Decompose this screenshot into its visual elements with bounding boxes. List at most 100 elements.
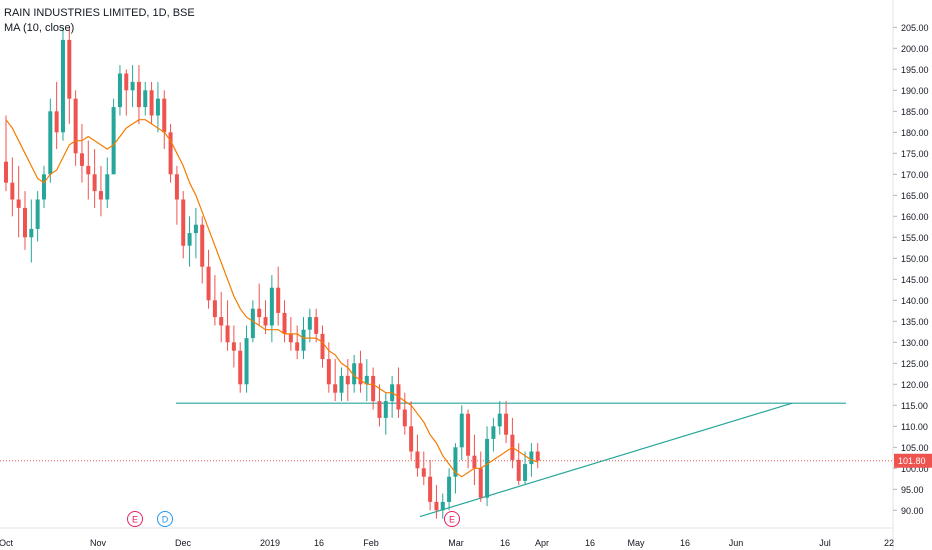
price-tick-label: 195.00 bbox=[901, 65, 929, 75]
time-tick-label: Dec bbox=[175, 538, 192, 548]
earnings-event-marker[interactable] bbox=[444, 511, 460, 527]
candle-up bbox=[529, 451, 534, 465]
time-tick-label: Oct bbox=[0, 538, 13, 548]
price-tick-label: 205.00 bbox=[901, 23, 929, 33]
candle-up bbox=[453, 447, 458, 477]
candle-down bbox=[421, 468, 426, 477]
candle-down bbox=[415, 451, 420, 469]
candle-up bbox=[244, 338, 249, 385]
price-tick-label: 180.00 bbox=[901, 128, 929, 138]
candle-up bbox=[250, 308, 255, 339]
candle-up bbox=[41, 174, 46, 200]
candle-up bbox=[485, 438, 490, 498]
time-tick-label: 2019 bbox=[260, 538, 280, 548]
price-tick-label: 95.00 bbox=[901, 485, 924, 495]
candle-down bbox=[149, 90, 154, 116]
candle-down bbox=[86, 165, 91, 175]
candle-up bbox=[187, 233, 192, 246]
candle-up bbox=[60, 39, 65, 133]
candle-up bbox=[48, 111, 53, 175]
candle-down bbox=[73, 98, 78, 154]
candle-up bbox=[352, 363, 357, 385]
candle-down bbox=[504, 413, 509, 435]
candle-up bbox=[269, 287, 274, 326]
candle-up bbox=[105, 174, 110, 200]
price-tick-label: 130.00 bbox=[901, 338, 929, 348]
price-tick-label: 150.00 bbox=[901, 254, 929, 264]
candle-up bbox=[440, 501, 445, 511]
candle-up bbox=[155, 98, 160, 116]
price-tick-label: 175.00 bbox=[901, 149, 929, 159]
candle-down bbox=[200, 224, 205, 267]
candle-up bbox=[383, 401, 388, 418]
candle-down bbox=[314, 317, 319, 334]
price-tick-label: 165.00 bbox=[901, 191, 929, 201]
candle-up bbox=[301, 329, 306, 351]
candle-down bbox=[516, 459, 521, 481]
candle-down bbox=[428, 476, 433, 502]
price-tick-label: 100.00 bbox=[901, 464, 929, 474]
dividend-event-marker[interactable] bbox=[157, 511, 173, 527]
candle-down bbox=[358, 363, 363, 385]
candle-up bbox=[497, 413, 502, 427]
time-tick-label: 22 bbox=[884, 538, 894, 548]
candle-down bbox=[98, 191, 103, 200]
price-tick-label: 185.00 bbox=[901, 107, 929, 117]
time-tick-label: Apr bbox=[535, 538, 549, 548]
time-tick-label: Jun bbox=[729, 538, 744, 548]
event-marker-label: E bbox=[449, 515, 455, 525]
candle-up bbox=[447, 476, 452, 502]
earnings-event-marker[interactable] bbox=[127, 511, 143, 527]
candle-up bbox=[143, 90, 148, 108]
candle-down bbox=[238, 350, 243, 385]
candle-down bbox=[282, 312, 287, 334]
time-tick-label: Mar bbox=[448, 538, 464, 548]
candle-up bbox=[111, 107, 116, 175]
candle-down bbox=[124, 73, 129, 91]
candle-down bbox=[478, 468, 483, 498]
candle-down bbox=[535, 451, 540, 461]
candle-up bbox=[364, 375, 369, 385]
candle-down bbox=[320, 333, 325, 360]
price-tick-label: 145.00 bbox=[901, 275, 929, 285]
candle-up bbox=[117, 73, 122, 108]
price-tick-label: 140.00 bbox=[901, 296, 929, 306]
ma-indicator-label: MA (10, close) bbox=[4, 22, 75, 34]
last-price-label: 101.80 bbox=[898, 456, 926, 466]
candle-down bbox=[371, 375, 376, 402]
candle-down bbox=[181, 199, 186, 246]
candle-up bbox=[193, 224, 198, 234]
candle-up bbox=[339, 375, 344, 393]
price-tick-label: 125.00 bbox=[901, 359, 929, 369]
chart-legend: RAIN INDUSTRIES LIMITED, 1D, BSE MA (10,… bbox=[4, 6, 195, 36]
candle-down bbox=[345, 375, 350, 385]
time-tick-label: Nov bbox=[90, 538, 107, 548]
event-marker-label: D bbox=[162, 515, 169, 525]
candle-down bbox=[206, 266, 211, 301]
candle-down bbox=[16, 199, 21, 208]
candle-down bbox=[434, 501, 439, 511]
price-tick-label: 200.00 bbox=[901, 44, 929, 54]
candle-up bbox=[130, 81, 135, 91]
price-tick-label: 115.00 bbox=[901, 401, 928, 411]
symbol-title: RAIN INDUSTRIES LIMITED, 1D, BSE bbox=[4, 7, 195, 19]
price-tick-label: 155.00 bbox=[901, 233, 929, 243]
candle-down bbox=[10, 182, 15, 200]
candle-up bbox=[523, 464, 528, 481]
price-tick-label: 120.00 bbox=[901, 380, 929, 390]
time-tick-label: 16 bbox=[585, 538, 595, 548]
candle-down bbox=[54, 111, 59, 133]
time-tick-label: Feb bbox=[363, 538, 379, 548]
candle-down bbox=[257, 308, 262, 318]
last-price-label-box bbox=[894, 453, 932, 468]
candle-down bbox=[92, 174, 97, 192]
candle-down bbox=[136, 81, 141, 108]
candle-down bbox=[79, 153, 84, 166]
time-tick-label: 16 bbox=[680, 538, 690, 548]
price-tick-label: 190.00 bbox=[901, 86, 929, 96]
candle-down bbox=[333, 384, 338, 393]
candle-down bbox=[22, 207, 27, 238]
candle-down bbox=[263, 317, 268, 326]
